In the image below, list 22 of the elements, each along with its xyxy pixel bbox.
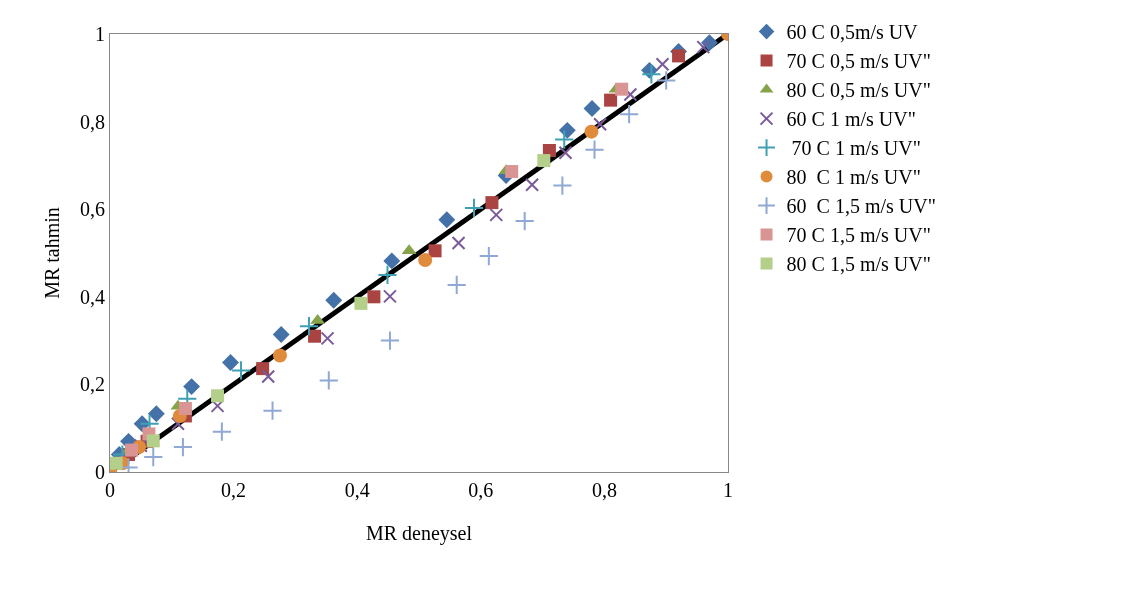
y-tick-label: 1 <box>95 23 105 45</box>
x-axis-title: MR deneysel <box>365 521 473 545</box>
y-tick-label: 0,6 <box>80 198 105 221</box>
legend-label: 70 C 1 m/s UV" <box>786 137 921 160</box>
y-tick-label: 0,2 <box>80 373 105 396</box>
y-axis-title: MR tahmin <box>40 207 63 299</box>
x-tick-label: 0,8 <box>591 479 617 501</box>
legend-label: 80 C 1,5 m/s UV" <box>786 253 931 276</box>
legend-label: 70 C 0,5 m/s UV" <box>786 50 931 73</box>
x-tick-label: 0,6 <box>468 479 494 501</box>
legend-label: 80 C 1 m/s UV" <box>786 166 921 189</box>
x-tick-label: 0,4 <box>344 479 370 501</box>
legend-label: 60 C 1 m/s UV" <box>786 108 916 131</box>
legend-label: 80 C 0,5 m/s UV" <box>786 79 931 102</box>
legend-label: 70 C 1,5 m/s UV" <box>786 224 931 247</box>
legend-label: 60 C 0,5m/s UV <box>786 21 919 44</box>
x-tick-label: 1 <box>723 479 733 501</box>
y-tick-label: 0,4 <box>80 285 105 308</box>
x-tick-label: 0,2 <box>221 479 247 501</box>
y-tick-label: 0,8 <box>80 110 105 133</box>
y-tick-label: 0 <box>95 461 105 483</box>
legend-label: 60 C 1,5 m/s UV" <box>786 195 936 218</box>
